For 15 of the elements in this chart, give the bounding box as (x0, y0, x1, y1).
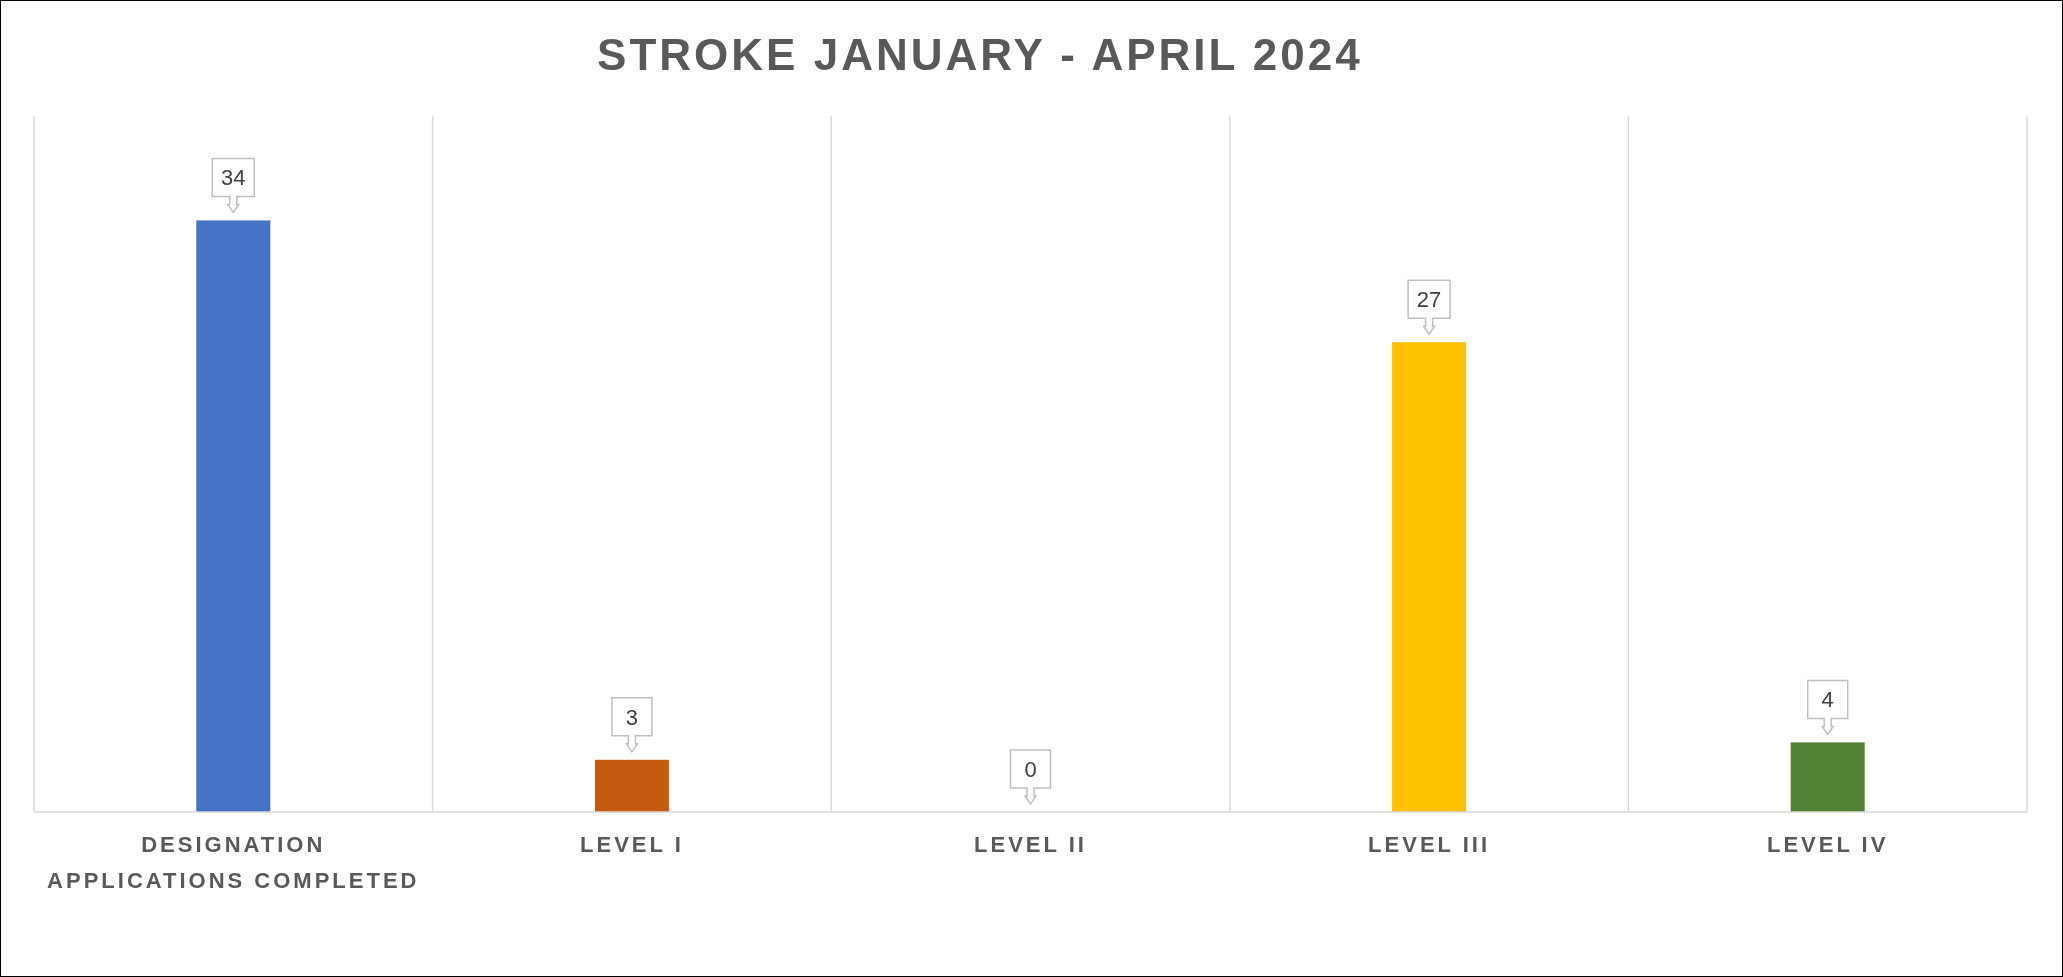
bar (1790, 742, 1865, 812)
data-label: 3 (625, 704, 639, 730)
bar (1392, 342, 1467, 812)
data-label: 27 (1416, 287, 1442, 313)
data-label: 0 (1024, 757, 1037, 782)
data-label: 34 (221, 165, 246, 191)
x-tick-label: LEVEL IV (1767, 832, 1889, 857)
data-label: 4 (1821, 687, 1834, 713)
x-tick-label: LEVEL I (580, 832, 684, 857)
x-tick-label: LEVEL II (974, 832, 1087, 857)
chart-title: STROKE JANUARY - APRIL 2024 (597, 30, 1363, 79)
bar (196, 220, 271, 812)
bar (594, 759, 669, 812)
x-tick-label: LEVEL III (1368, 832, 1491, 857)
x-tick-label: DESIGNATION APPLICATIONS COMPLETED (47, 832, 420, 893)
